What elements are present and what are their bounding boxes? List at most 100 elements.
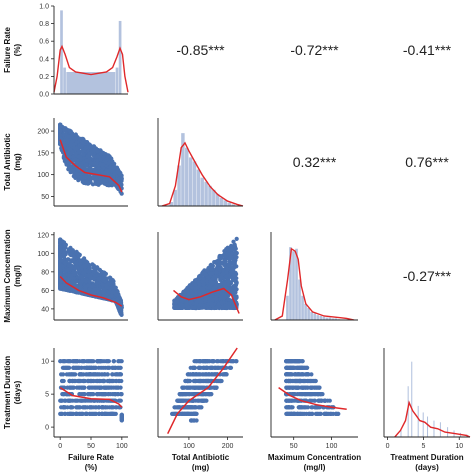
scatter-point [86,180,91,185]
y-tick-label: 0 [45,425,49,432]
scatter-point [202,303,207,308]
scatter-point [74,171,79,176]
x-tick-label: 10 [455,443,463,450]
scatter-point [97,276,102,281]
scatter-point [58,259,63,264]
scatter-point [66,267,71,272]
scatter-point [61,140,66,145]
scatter-point [110,289,115,294]
scatter-point [71,168,76,173]
scatter-point [107,168,112,173]
scatter-point [217,255,222,260]
scatter-point [214,296,219,301]
scatter-point [220,305,225,310]
scatter-point [117,365,122,370]
histogram-bar [427,416,429,437]
histogram-bar [173,189,177,206]
scatter-point [100,282,105,287]
scatter-point [70,279,75,284]
scatter-point [119,173,124,178]
scatter-point [111,378,116,384]
scatter-point [90,392,95,397]
scatter-point [113,405,118,410]
kde-curve [161,141,244,207]
scatter-point [68,143,73,148]
scatter-point [89,385,94,390]
scatter-point [84,158,89,163]
histogram-bar [316,315,320,320]
scatter-point [115,289,120,294]
scatter-point [86,365,91,370]
scatter-point [105,359,111,364]
histogram-bar [325,317,329,320]
scatter-point [73,398,79,403]
y-tick-label: 0.2 [39,74,49,81]
scatter-point [65,138,70,143]
histogram-bar [295,248,298,320]
scatter-point [196,305,201,310]
scatter-point [96,392,101,397]
scatter-point [101,405,106,410]
scatter-point [222,259,228,264]
scatter-point [113,170,118,176]
scatter-point [95,154,100,159]
scatter-point [73,359,78,364]
scatter-point [231,264,236,269]
scatter-point [85,405,90,410]
scatter-point [58,254,63,259]
histogram-bar [181,133,185,206]
scatter-point [108,392,113,397]
scatter-point [77,411,82,416]
scatter-point [97,169,102,174]
scatter-point [78,161,83,166]
scatter-point [58,128,63,133]
scatter-point [65,398,70,403]
scatter-point [232,258,237,263]
scatter-point [70,248,75,253]
scatter-point [217,304,222,309]
histogram-bar [322,316,326,320]
scatter-point [180,303,185,308]
scatter-point [73,175,78,180]
scatter-point [183,289,188,294]
scatter-point [233,277,238,282]
histogram-bar [208,185,212,206]
scatter-point [74,279,79,284]
scatter-point [62,411,67,416]
scatter-point [77,372,82,377]
histogram-bar [177,165,181,206]
scatter-point [111,359,116,364]
scatter-point [66,263,71,268]
trend-line [59,139,123,193]
scatter-point [191,305,196,310]
scatter-point [208,271,213,276]
histogram-bar [313,313,316,320]
scatter-point [184,303,189,308]
histogram-bar [231,204,235,206]
scatter-point [85,392,91,397]
histogram-panel-2 [270,232,358,321]
y-tick-label: 150 [37,150,49,157]
histogram-bar [422,412,424,437]
histogram-bar [118,20,122,94]
histogram-bar [301,295,304,320]
scatter-point [82,259,88,264]
scatter-point [74,161,79,166]
scatter-point [104,157,109,162]
histogram-bar [223,200,228,206]
scatter-point [74,385,80,390]
scatter-point [87,279,92,284]
scatter-point [96,405,101,410]
histogram-bar [310,311,313,320]
y-tick-label: 120 [37,232,49,239]
scatter-point [88,161,93,166]
scatter-point [112,365,117,370]
scatter-point [67,359,72,364]
scatter-point [116,359,122,364]
x-tick-label: 50 [87,443,95,450]
scatter-point [109,411,114,416]
x-tick-label: 5 [421,443,425,450]
scatter-point [110,294,115,299]
